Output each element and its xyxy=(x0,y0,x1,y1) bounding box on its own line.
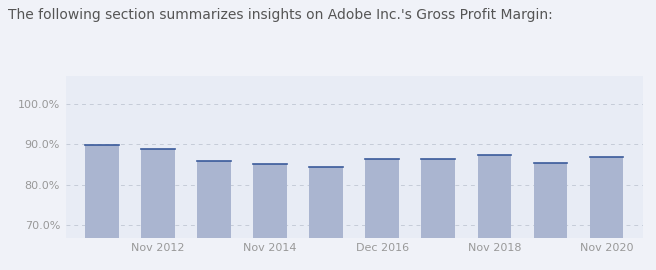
Text: The following section summarizes insights on Adobe Inc.'s Gross Profit Margin:: The following section summarizes insight… xyxy=(8,8,552,22)
Bar xyxy=(310,167,343,238)
Bar xyxy=(197,161,231,238)
Bar xyxy=(141,148,175,238)
Bar xyxy=(85,145,119,238)
Bar xyxy=(253,164,287,238)
Bar xyxy=(365,159,399,238)
Bar xyxy=(422,159,455,238)
Bar xyxy=(478,156,511,238)
Bar xyxy=(590,157,623,238)
Bar xyxy=(533,163,567,238)
